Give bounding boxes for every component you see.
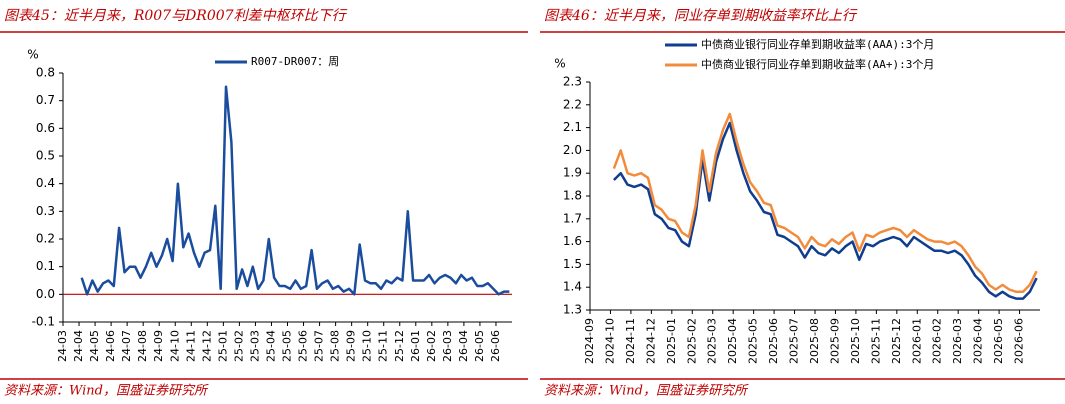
source-note: 资料来源：Wind，国盛证券研究所 xyxy=(544,383,749,399)
legend-label: 中债商业银行同业存单到期收益率(AA+):3个月 xyxy=(701,57,934,71)
x-tick-label: 2026-04 xyxy=(972,318,985,364)
x-tick-label: 24-10 xyxy=(168,330,181,362)
x-tick-label: 24-08 xyxy=(136,330,149,362)
x-tick-label: 25-11 xyxy=(377,330,390,362)
series-line xyxy=(80,85,510,296)
x-tick-label: 2025-12 xyxy=(890,318,903,364)
x-tick-label: 2025-04 xyxy=(726,318,739,364)
x-tick-label: 24-03 xyxy=(56,330,69,362)
x-tick-label: 2025-11 xyxy=(869,318,882,364)
y-tick-label: 1.5 xyxy=(563,257,582,271)
x-tick-label: 2026-03 xyxy=(951,318,964,364)
x-tick-label: 26-05 xyxy=(473,330,486,362)
x-tick-label: 2025-02 xyxy=(685,318,698,364)
x-tick-label: 24-07 xyxy=(120,330,133,362)
x-tick-label: 2025-03 xyxy=(706,318,719,364)
y-tick-label: 0.6 xyxy=(36,121,55,135)
x-tick-label: 25-12 xyxy=(393,330,406,362)
x-tick-label: 25-03 xyxy=(248,330,261,362)
x-tick-label: 2026-06 xyxy=(1013,318,1026,364)
x-tick-label: 26-03 xyxy=(441,330,454,362)
y-tick-label: 0.4 xyxy=(36,176,55,190)
x-tick-label: 25-06 xyxy=(297,330,310,362)
y-tick-label: 1.4 xyxy=(563,280,582,294)
x-tick-label: 2026-05 xyxy=(992,318,1005,364)
x-tick-label: 24-11 xyxy=(184,330,197,362)
y-tick-label: 1.7 xyxy=(563,211,582,225)
x-tick-label: 26-02 xyxy=(425,330,438,362)
y-tick-label: 2.0 xyxy=(563,143,582,157)
y-tick-label: 2.3 xyxy=(563,75,582,89)
y-tick-label: -0.1 xyxy=(32,315,55,329)
x-tick-label: 2024-11 xyxy=(624,318,637,364)
x-tick-label: 26-01 xyxy=(409,330,422,362)
x-tick-label: 26-06 xyxy=(489,330,502,362)
y-tick-label: 1.9 xyxy=(563,166,582,180)
x-tick-label: 25-07 xyxy=(313,330,326,362)
y-tick-label: 2.1 xyxy=(563,120,582,134)
legend-label: 中债商业银行同业存单到期收益率(AAA):3个月 xyxy=(701,37,934,51)
x-tick-label: 24-05 xyxy=(88,330,101,362)
y-tick-label: 0.3 xyxy=(36,204,55,218)
x-tick-label: 2025-05 xyxy=(747,318,760,364)
x-tick-label: 2026-02 xyxy=(931,318,944,364)
x-tick-label: 25-10 xyxy=(361,330,374,362)
y-tick-label: 0.0 xyxy=(36,287,55,301)
y-tick-label: 1.8 xyxy=(563,189,582,203)
x-tick-label: 25-04 xyxy=(264,330,277,362)
y-tick-label: 0.5 xyxy=(36,149,55,163)
series-line xyxy=(613,121,1038,300)
x-tick-label: 2025-10 xyxy=(849,318,862,364)
y-tick-label: 0.2 xyxy=(36,232,55,246)
x-tick-label: 25-01 xyxy=(216,330,229,362)
y-tick-label: 2.2 xyxy=(563,97,582,111)
chart-title: 图表46：近半月来，同业存单到期收益率环比上行 xyxy=(544,8,858,24)
y-tick-label: 1.3 xyxy=(563,303,582,317)
x-tick-label: 24-06 xyxy=(104,330,117,362)
x-tick-label: 2024-10 xyxy=(603,318,616,364)
x-tick-label: 2025-06 xyxy=(767,318,780,364)
source-note: 资料来源：Wind，国盛证券研究所 xyxy=(4,383,209,399)
x-tick-label: 25-09 xyxy=(345,330,358,362)
x-tick-label: 2025-01 xyxy=(665,318,678,364)
x-tick-label: 2026-01 xyxy=(910,318,923,364)
x-tick-label: 24-12 xyxy=(200,330,213,362)
y-tick-label: 0.7 xyxy=(36,93,55,107)
x-tick-label: 24-09 xyxy=(152,330,165,362)
x-tick-label: 2025-08 xyxy=(808,318,821,364)
x-tick-label: 2025-07 xyxy=(788,318,801,364)
x-tick-label: 26-04 xyxy=(457,330,470,362)
x-tick-label: 25-02 xyxy=(232,330,245,362)
y-tick-label: 0.8 xyxy=(36,66,55,80)
x-tick-label: 25-08 xyxy=(329,330,342,362)
y-axis-label: % xyxy=(27,48,38,62)
x-tick-label: 24-04 xyxy=(72,330,85,362)
y-tick-label: 0.1 xyxy=(36,259,55,273)
chart-title: 图表45：近半月来，R007与DR007利差中枢环比下行 xyxy=(4,8,348,24)
y-axis-label: % xyxy=(554,57,565,71)
y-tick-label: 1.6 xyxy=(563,234,582,248)
x-tick-label: 2024-09 xyxy=(583,318,596,364)
series-line xyxy=(612,112,1038,294)
x-tick-label: 25-05 xyxy=(281,330,294,362)
x-tick-label: 2024-12 xyxy=(644,318,657,364)
legend-label: R007-DR007：周 xyxy=(251,55,339,68)
x-tick-label: 2025-09 xyxy=(828,318,841,364)
